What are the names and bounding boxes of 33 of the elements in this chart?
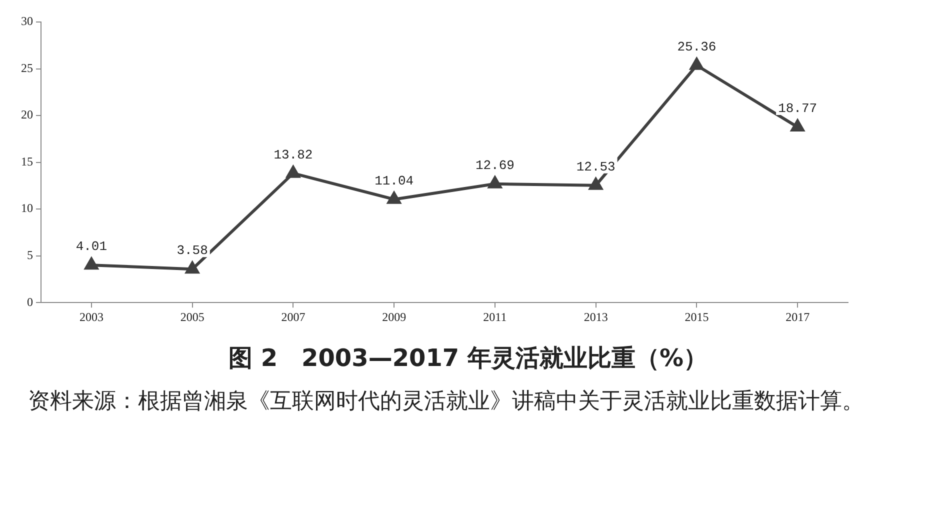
data-label: 4.01 — [76, 239, 108, 254]
data-label: 3.58 — [176, 243, 208, 258]
text: 资料来源：根据曾湘泉《互联网时代的灵活就业》讲稿中关于灵活就业比重数据计算。 — [27, 388, 865, 416]
data-label: 25.36 — [677, 39, 716, 54]
text: 图 2 2003—2017 年灵活就业比重（%） — [227, 343, 709, 374]
y-tick-label: 15 — [21, 154, 33, 168]
x-tick-label: 2013 — [584, 310, 608, 324]
x-tick-label: 2011 — [483, 310, 507, 324]
y-tick-label: 10 — [21, 201, 33, 216]
y-tick-label: 20 — [21, 108, 33, 122]
data-label: 12.69 — [475, 158, 514, 173]
data-label: 11.04 — [374, 173, 414, 188]
point — [589, 178, 603, 190]
y-tick-label: 30 — [21, 14, 33, 28]
point — [286, 166, 300, 178]
x-tick-label: 2017 — [786, 310, 810, 324]
data-label: 12.53 — [576, 159, 616, 174]
point — [387, 192, 401, 204]
y-tick-label: 0 — [27, 294, 33, 309]
data-label: 13.82 — [274, 147, 313, 162]
x-tick-label: 2005 — [180, 310, 204, 324]
x-tick-label: 2003 — [79, 310, 104, 324]
y-tick-label: 25 — [21, 60, 33, 75]
point — [84, 258, 98, 270]
y-tick-label: 5 — [27, 248, 33, 262]
x-tick-label: 2007 — [281, 310, 306, 324]
point — [488, 176, 502, 188]
x-tick-label: 2009 — [382, 310, 406, 324]
point — [790, 120, 804, 132]
point — [186, 262, 200, 274]
point — [690, 58, 704, 70]
x-tick-label: 2015 — [684, 310, 709, 324]
data-label: 18.77 — [778, 100, 818, 116]
